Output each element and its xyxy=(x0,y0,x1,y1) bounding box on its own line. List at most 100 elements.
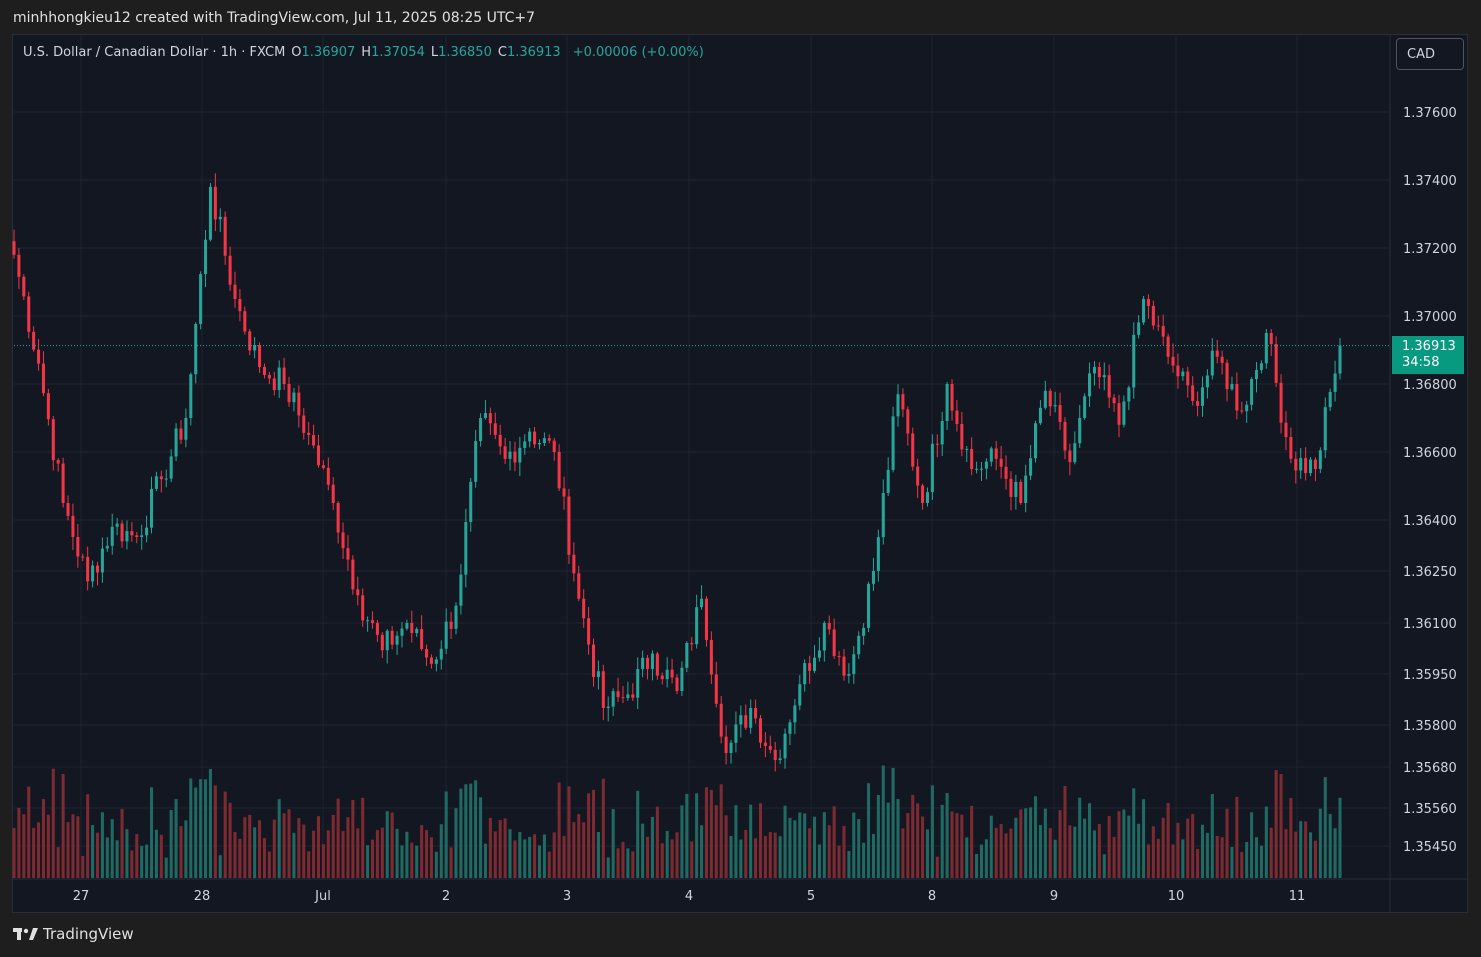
candle xyxy=(248,329,252,356)
volume-bar xyxy=(1024,808,1028,878)
candle-body xyxy=(906,409,910,434)
volume-bar xyxy=(1117,811,1121,878)
candle xyxy=(739,705,743,738)
candle xyxy=(754,699,758,724)
candle xyxy=(695,594,699,649)
candle xyxy=(646,654,650,680)
volume-bar xyxy=(184,820,188,878)
volume-bar xyxy=(1142,799,1146,878)
candle-body xyxy=(1004,466,1008,479)
candle xyxy=(1294,451,1298,484)
close-label: C xyxy=(497,45,507,60)
volume-bar xyxy=(1264,806,1268,878)
volume-bar xyxy=(822,812,826,878)
candle-body xyxy=(169,456,173,479)
candle xyxy=(1053,391,1057,413)
candle-body xyxy=(528,431,532,442)
candle-body xyxy=(140,535,144,537)
candle-body xyxy=(847,674,851,676)
candle xyxy=(547,434,551,444)
currency-button[interactable]: CAD xyxy=(1396,38,1464,70)
price-tick-label: 1.37200 xyxy=(1403,242,1457,257)
candle-body xyxy=(1191,385,1195,401)
candle xyxy=(916,458,920,499)
candle-body xyxy=(115,523,119,527)
candle-body xyxy=(164,478,168,480)
candle xyxy=(380,632,384,659)
volume-bar xyxy=(591,789,596,878)
candle xyxy=(233,271,237,308)
bar-countdown: 34:58 xyxy=(1402,355,1440,370)
candle xyxy=(631,683,635,702)
volume-bar xyxy=(149,787,154,878)
candle xyxy=(552,437,556,461)
candle-body xyxy=(822,623,826,651)
candle-body xyxy=(370,620,375,623)
candle xyxy=(66,495,70,521)
volume-bar xyxy=(1205,832,1209,878)
candle-body xyxy=(312,435,316,446)
candle xyxy=(1127,385,1131,411)
candle xyxy=(1043,380,1047,410)
volume-bar xyxy=(434,851,438,878)
candle xyxy=(611,688,615,716)
candle xyxy=(1102,362,1106,391)
volume-bar xyxy=(596,831,600,878)
candle-body xyxy=(262,367,266,375)
candle-body xyxy=(685,642,689,668)
volume-bar xyxy=(680,805,684,878)
volume-bar xyxy=(955,813,959,878)
candle xyxy=(1078,405,1082,448)
candle-body xyxy=(1156,325,1160,327)
candle xyxy=(788,719,792,746)
candle xyxy=(901,388,905,418)
candle-body xyxy=(935,443,939,445)
candle xyxy=(1048,388,1052,416)
candle-body xyxy=(1058,405,1062,422)
candle-body xyxy=(41,363,45,394)
tradingview-footer[interactable]: TradingView xyxy=(13,925,134,943)
volume-bar xyxy=(1181,839,1185,878)
candle-body xyxy=(208,186,212,240)
candle xyxy=(1107,364,1111,409)
volume-bar xyxy=(405,831,409,878)
candle xyxy=(1009,471,1013,511)
candle-body xyxy=(1048,390,1052,407)
low-value: 1.36850 xyxy=(438,45,492,60)
candle xyxy=(267,371,271,384)
price-tick-label: 1.35680 xyxy=(1403,761,1457,776)
volume-bar xyxy=(650,816,654,878)
candle-body xyxy=(27,296,31,332)
candle xyxy=(685,641,689,673)
candle xyxy=(655,651,659,680)
candle xyxy=(243,306,247,335)
candle xyxy=(970,437,974,476)
candle-body xyxy=(719,703,723,737)
candle-body xyxy=(680,667,684,691)
candle xyxy=(616,677,620,703)
candle-body xyxy=(1083,396,1087,418)
volume-bar xyxy=(425,830,429,878)
volume-bar xyxy=(523,839,527,878)
candle xyxy=(292,387,296,412)
volume-bar xyxy=(380,827,384,878)
candle-body xyxy=(302,415,306,433)
volume-bar xyxy=(911,794,915,878)
volume-bar xyxy=(66,822,70,878)
volume-bar xyxy=(1328,814,1332,878)
volume-bar xyxy=(1151,826,1155,878)
candle xyxy=(1073,431,1077,465)
volume-bar xyxy=(238,838,242,878)
candle-body xyxy=(778,758,782,760)
candle-body xyxy=(415,628,419,634)
candle xyxy=(1166,333,1170,365)
time-tick-label: 9 xyxy=(1050,889,1058,904)
candle xyxy=(513,441,517,472)
candle-body xyxy=(547,438,551,441)
candle xyxy=(415,627,419,637)
volume-bar xyxy=(695,793,699,878)
volume-bar xyxy=(287,809,291,878)
volume-bar xyxy=(754,838,758,878)
volume-bar xyxy=(567,786,571,878)
